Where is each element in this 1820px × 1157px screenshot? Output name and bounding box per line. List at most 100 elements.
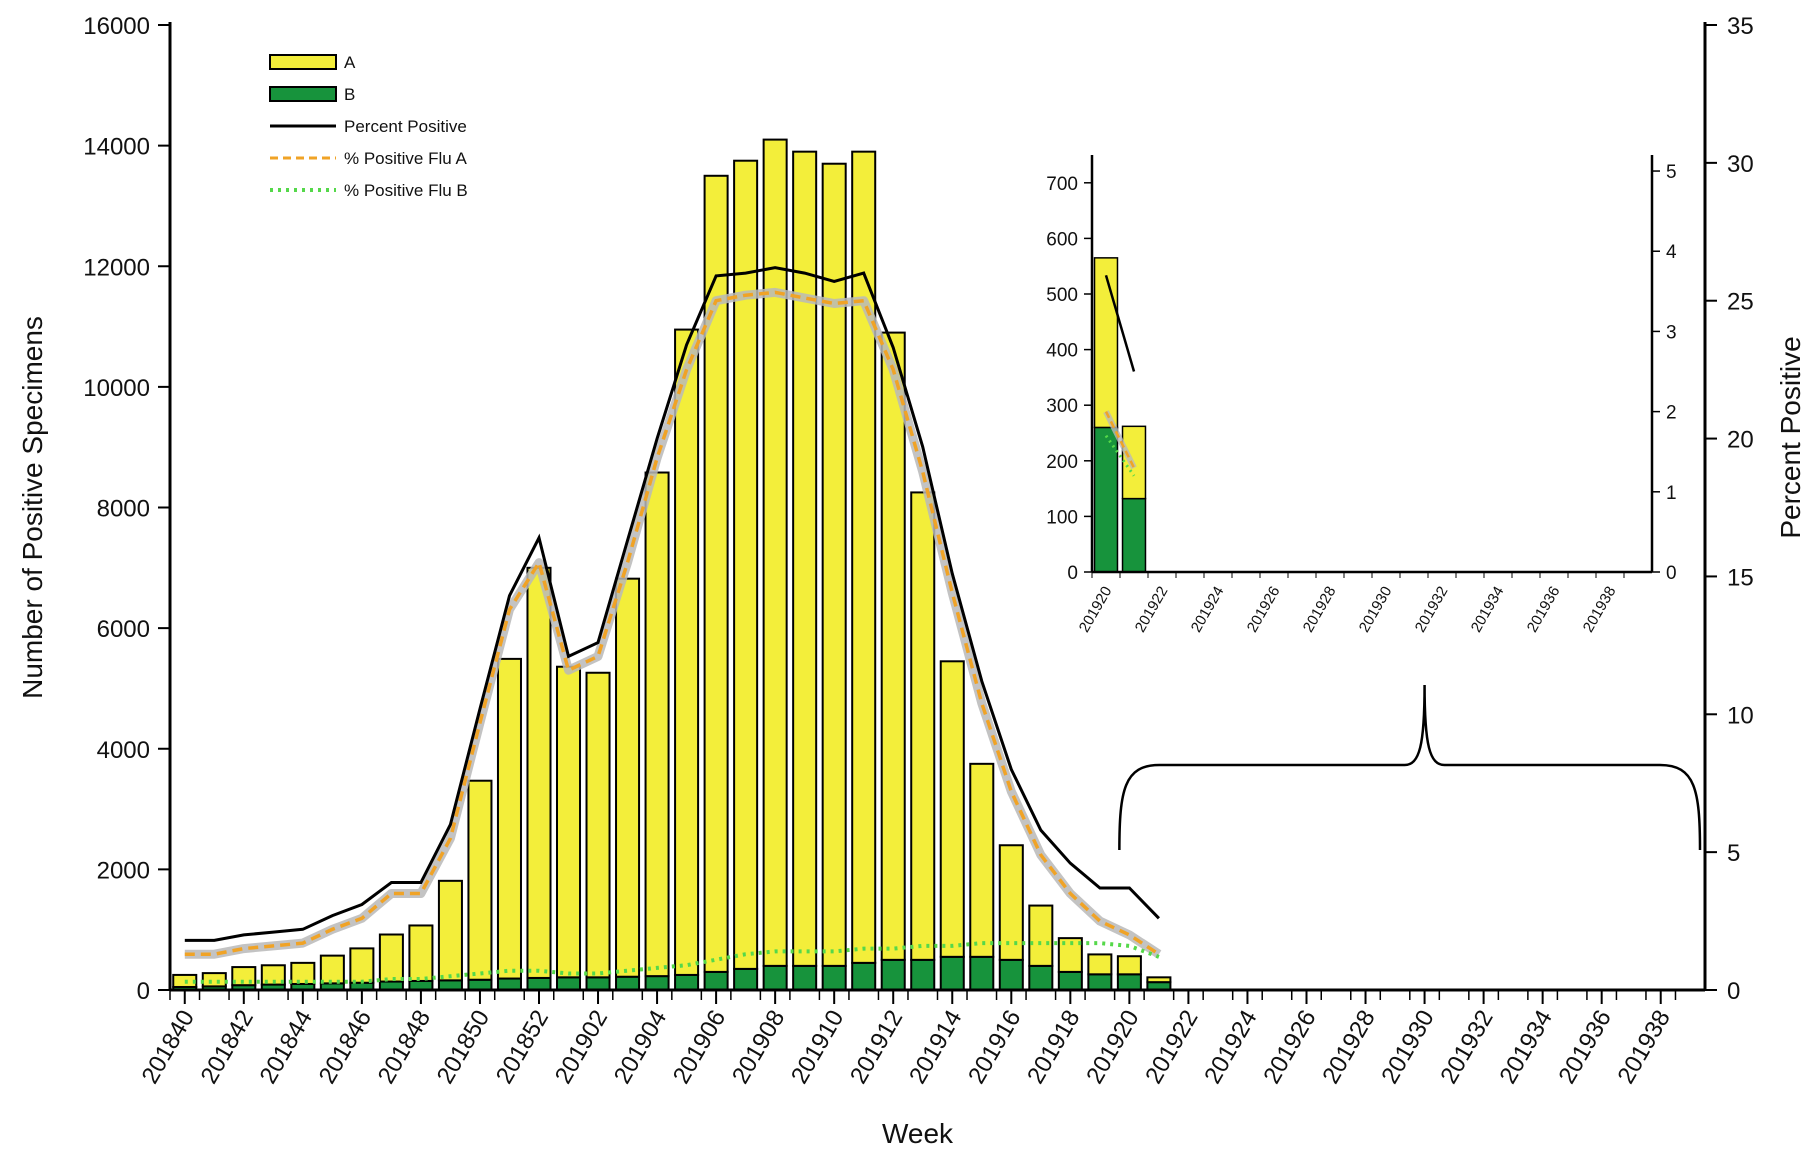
bar-a-201911 [851,150,877,964]
inset-x-tick-label-201928: 201928 [1300,584,1340,636]
x-tick-label-201926: 201926 [1258,1006,1321,1089]
x-tick-label-201938: 201938 [1612,1006,1675,1089]
y2-tick-label-5: 5 [1727,840,1740,867]
y-tick-label-12000: 12000 [83,254,150,281]
inset-y-tick-label-500: 500 [1046,285,1078,306]
bar-a-201909 [792,150,818,967]
y2-tick-label-0: 0 [1727,978,1740,1005]
bar-a-201912 [880,331,906,961]
y-tick-label-4000: 4000 [97,737,150,764]
bar-a-201918 [1057,937,1083,973]
bar-a-201848 [408,924,434,982]
inset-line-percent-positive [1104,274,1136,372]
inset-y2-tick-label-1: 1 [1666,483,1677,504]
y-tick-label-10000: 10000 [83,375,150,402]
bar-b-201917 [1028,964,1054,991]
bar-b-201903 [615,975,641,992]
y-tick-label-8000: 8000 [97,496,150,523]
bar-a-201908 [762,138,788,967]
bar-a-201910 [821,162,847,967]
bar-b-201909 [792,964,818,991]
inset-y-tick-label-600: 600 [1046,229,1078,250]
bar-b-201910 [821,964,847,991]
line-percent-positive [184,266,1160,942]
inset-y2-tick-label-2: 2 [1666,403,1677,424]
bar-b-201912 [880,958,906,991]
bar-b-201904 [644,975,670,991]
bar-b-201914 [939,955,965,991]
x-tick-label-201842: 201842 [196,1006,259,1089]
x-tick-label-201902: 201902 [550,1006,613,1089]
bar-a-201903 [615,577,641,978]
y2-tick-label-10: 10 [1727,702,1754,729]
bar-b-201905 [674,973,700,991]
bar-a-201906 [703,174,729,973]
bar-a-201919 [1087,953,1113,976]
legend: AB Percent Positive % Positive Flu A % Posi… [269,53,468,200]
inset-bar-b-201920 [1093,426,1119,573]
inset-brace-connector [1118,684,1702,851]
x-tick-label-201936: 201936 [1553,1006,1616,1089]
inset-y-tick-label-200: 200 [1046,452,1078,473]
bar-a-201845 [319,954,345,985]
x-tick-label-201908: 201908 [727,1006,790,1089]
bar-b-201919 [1087,973,1113,991]
inset-x-tick-label-201930: 201930 [1356,584,1396,636]
inset-y-tick-label-400: 400 [1046,341,1078,362]
bar-a-201849 [437,879,463,982]
legend-label: % Positive Flu A [344,149,467,168]
y-tick-label-16000: 16000 [83,13,150,40]
main-plot [172,138,1172,992]
bar-a-201844 [290,961,316,985]
x-tick-label-201914: 201914 [904,1006,967,1089]
inset-line-percent-positive-flu-b [1104,434,1136,477]
y-tick-label-6000: 6000 [97,616,150,643]
legend-swatch-A [269,54,337,70]
x-tick-label-201844: 201844 [255,1006,318,1089]
x-tick-label-201928: 201928 [1317,1006,1380,1089]
y2-tick-label-15: 15 [1727,564,1754,591]
bar-b-201906 [703,970,729,991]
legend-label: Percent Positive [344,117,467,136]
bar-a-201852 [526,566,552,979]
y2-tick-label-35: 35 [1727,13,1754,40]
inset-plot [1093,257,1147,573]
bar-a-201913 [910,491,936,961]
x-tick-label-201840: 201840 [137,1006,200,1089]
x-tick-label-201904: 201904 [609,1006,672,1089]
y-tick-label-14000: 14000 [83,134,150,161]
legend-swatch-B [269,86,337,102]
inset-y-tick-label-300: 300 [1046,396,1078,417]
inset-y-tick-label-0: 0 [1067,563,1078,584]
inset-bar-a-201920 [1093,257,1119,429]
bar-b-201902 [585,976,611,991]
bar-a-201907 [733,159,759,970]
y-tick-label-2000: 2000 [97,857,150,884]
bar-a-201901 [555,665,582,979]
bar-b-201908 [762,964,788,991]
bar-a-201847 [378,933,404,983]
x-tick-label-201852: 201852 [491,1006,554,1089]
inset-x-tick-label-201920: 201920 [1076,584,1116,636]
legend-label: A [344,53,356,72]
bar-a-201851 [496,657,522,980]
x-tick-label-201920: 201920 [1081,1006,1144,1089]
bar-b-201850 [467,978,493,992]
x-tick-label-201906: 201906 [668,1006,731,1089]
inset-x-tick-label-201926: 201926 [1244,584,1284,636]
bar-a-201917 [1028,904,1054,967]
inset-y2-tick-label-4: 4 [1666,242,1677,263]
bar-b-201911 [851,961,877,991]
x-tick-label-201916: 201916 [963,1006,1026,1089]
legend-label: % Positive Flu B [344,181,468,200]
bar-a-201920 [1116,955,1142,976]
bar-b-201901 [555,976,582,991]
x-tick-label-201934: 201934 [1494,1006,1557,1089]
inset-y2-tick-label-5: 5 [1666,162,1677,183]
inset-x-tick-label-201932: 201932 [1412,584,1452,636]
bar-b-201915 [969,955,995,991]
x-tick-label-201918: 201918 [1022,1006,1085,1089]
x-tick-label-201924: 201924 [1199,1006,1262,1089]
